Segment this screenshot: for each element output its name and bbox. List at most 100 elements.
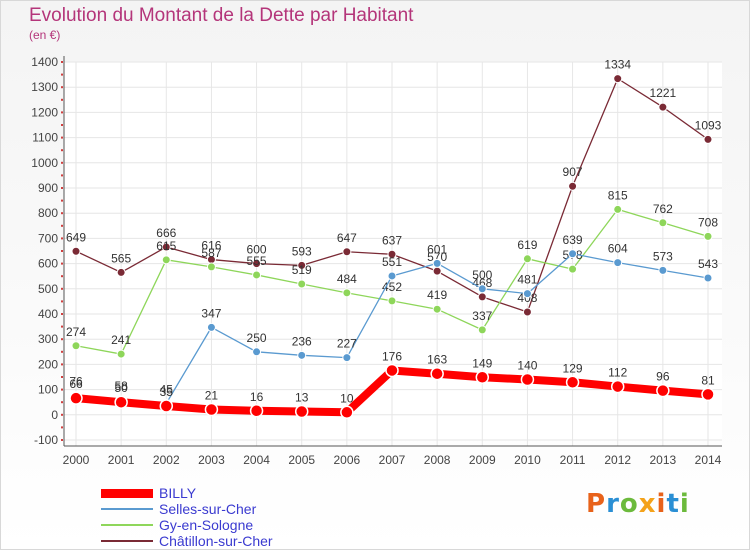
- data-label: 619: [517, 238, 537, 252]
- data-label: 666: [156, 226, 176, 240]
- data-point: [658, 102, 668, 112]
- y-minor-tick: [61, 212, 63, 215]
- x-tick-label: 2011: [560, 453, 586, 467]
- y-tick-label: 1000: [31, 156, 58, 170]
- data-label: 600: [247, 243, 267, 257]
- y-minor-tick: [61, 111, 63, 114]
- data-label: 149: [472, 356, 492, 370]
- y-tick-label: 1100: [32, 131, 58, 145]
- data-point: [161, 255, 171, 265]
- data-point: [387, 271, 397, 281]
- data-point: [658, 265, 668, 275]
- data-label: 227: [337, 337, 357, 351]
- y-minor-tick: [61, 199, 63, 202]
- data-point: [342, 288, 352, 298]
- y-minor-tick: [61, 350, 63, 353]
- y-minor-tick: [61, 275, 63, 278]
- logo-letter: i: [656, 489, 667, 519]
- data-label: 35: [160, 385, 174, 399]
- y-minor-tick: [61, 250, 63, 252]
- data-point: [522, 254, 532, 264]
- data-point: [116, 349, 126, 359]
- data-label: 1093: [695, 118, 722, 132]
- data-label: 176: [382, 349, 402, 363]
- x-tick-label: 2003: [198, 453, 225, 467]
- data-label: 45: [160, 382, 174, 396]
- data-point: [297, 279, 307, 289]
- data-label: 573: [653, 249, 673, 263]
- legend-item: Selles-sur-Cher: [101, 501, 273, 517]
- x-tick-label: 2006: [334, 453, 361, 467]
- data-label: 907: [563, 165, 583, 179]
- y-tick-label: 0: [51, 408, 58, 422]
- data-point: [613, 204, 623, 214]
- data-point: [477, 325, 487, 335]
- data-point: [294, 404, 309, 419]
- data-label: 543: [698, 257, 718, 271]
- x-tick-label: 2008: [424, 453, 451, 467]
- data-label: 639: [563, 233, 583, 247]
- legend-label: Gy-en-Sologne: [159, 517, 254, 533]
- logo-letter: P: [586, 489, 607, 519]
- data-point: [613, 258, 623, 268]
- x-tick-label: 2000: [63, 453, 90, 467]
- data-point: [703, 273, 713, 283]
- logo-letter: t: [666, 489, 680, 519]
- y-tick-label: 500: [38, 282, 58, 296]
- x-tick-label: 2005: [288, 453, 315, 467]
- y-tick-label: 1300: [31, 80, 58, 94]
- y-minor-tick: [61, 287, 63, 290]
- data-point: [703, 134, 713, 144]
- data-label: 129: [563, 361, 583, 375]
- data-point: [477, 292, 487, 302]
- data-label: 274: [66, 325, 86, 339]
- data-point: [69, 391, 83, 405]
- y-minor-tick: [61, 73, 63, 76]
- y-minor-tick: [61, 426, 63, 429]
- legend-item: Gy-en-Sologne: [101, 517, 273, 533]
- legend: BILLY Selles-sur-Cher Gy-en-Sologne Châtill…: [101, 485, 273, 549]
- data-label: 615: [156, 239, 176, 253]
- y-tick-label: 700: [38, 231, 58, 245]
- data-point: [206, 322, 216, 332]
- data-label: 163: [427, 353, 447, 367]
- x-tick-label: 2014: [695, 453, 722, 467]
- data-point: [252, 347, 262, 357]
- data-label: 481: [517, 273, 537, 287]
- y-tick-label: 400: [38, 307, 58, 321]
- data-label: 601: [427, 242, 447, 256]
- y-minor-tick: [61, 401, 63, 404]
- data-point: [568, 249, 578, 259]
- legend-label: Châtillon-sur-Cher: [159, 533, 273, 549]
- data-label: 815: [608, 188, 628, 202]
- x-tick-label: 2007: [379, 453, 406, 467]
- y-minor-tick: [61, 439, 63, 441]
- data-label: 762: [653, 202, 673, 216]
- data-point: [159, 399, 174, 413]
- y-minor-tick: [61, 262, 63, 265]
- data-point: [430, 366, 444, 381]
- x-tick-label: 2012: [604, 453, 631, 467]
- y-minor-tick: [61, 325, 63, 328]
- data-point: [71, 341, 81, 351]
- y-axis-unit: (en €): [29, 28, 61, 42]
- data-point: [252, 270, 262, 280]
- data-label: 13: [295, 391, 309, 405]
- y-minor-tick: [61, 413, 63, 416]
- data-point: [613, 74, 623, 84]
- data-label: 1334: [604, 58, 631, 72]
- chart-title: Evolution du Montant de la Dette par Hab…: [29, 5, 414, 26]
- y-minor-tick: [61, 313, 63, 315]
- data-point: [432, 258, 442, 268]
- y-minor-tick: [61, 98, 63, 101]
- data-label: 50: [114, 381, 128, 395]
- data-point: [249, 404, 264, 418]
- data-label: 593: [292, 244, 312, 258]
- data-label: 452: [382, 280, 402, 294]
- data-label: 58: [114, 379, 128, 393]
- data-point: [432, 266, 442, 276]
- y-minor-tick: [61, 161, 63, 164]
- data-label: 337: [472, 309, 492, 323]
- data-label: 551: [382, 255, 402, 269]
